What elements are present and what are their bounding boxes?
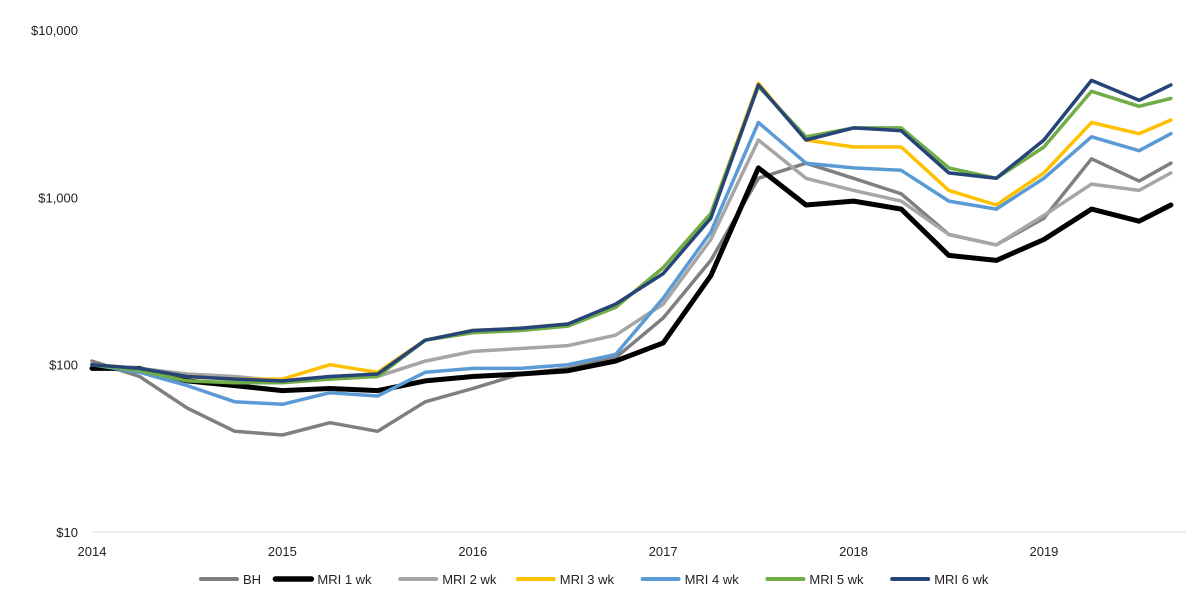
y-tick-label: $1,000 xyxy=(38,190,78,205)
series-lines xyxy=(89,78,1174,437)
x-axis-ticks: 2014 2015 2016 2017 2018 2019 xyxy=(78,544,1059,559)
y-tick-label: $10,000 xyxy=(31,23,78,38)
x-tick-label: 2016 xyxy=(458,544,487,559)
y-tick-label: $100 xyxy=(49,358,78,373)
legend-label: MRI 3 wk xyxy=(560,572,615,587)
legend-label: MRI 1 wk xyxy=(317,572,372,587)
legend-label: MRI 6 wk xyxy=(934,572,989,587)
series-line-7 xyxy=(90,78,1173,383)
x-tick-label: 2015 xyxy=(268,544,297,559)
legend: BH MRI 1 wk MRI 2 wk MRI 3 wk MRI 4 wk MRI 5 … xyxy=(199,572,989,587)
x-tick-label: 2019 xyxy=(1029,544,1058,559)
x-tick-label: 2017 xyxy=(649,544,678,559)
y-axis-ticks: $10,000 $1,000 $100 $10 xyxy=(31,23,78,540)
legend-label: BH xyxy=(243,572,261,587)
x-tick-label: 2018 xyxy=(839,544,868,559)
legend-label: MRI 2 wk xyxy=(442,572,497,587)
x-tick-label: 2014 xyxy=(78,544,107,559)
legend-label: MRI 5 wk xyxy=(809,572,864,587)
series-line-2 xyxy=(89,165,1174,394)
legend-label: MRI 4 wk xyxy=(685,572,740,587)
series-line-5 xyxy=(90,120,1173,407)
y-tick-label: $10 xyxy=(56,525,78,540)
